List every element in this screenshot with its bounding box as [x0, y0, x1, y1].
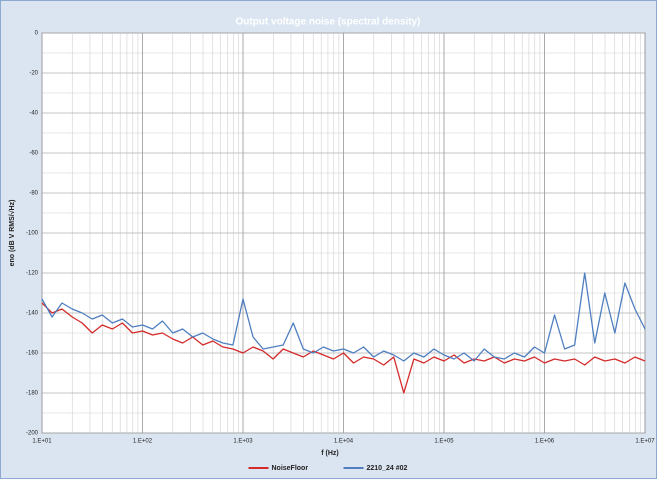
- legend-label: NoiseFloor: [272, 465, 309, 472]
- y-tick-label: -180: [26, 391, 39, 397]
- x-tick-label: 1.E+06: [535, 439, 555, 445]
- series-line: [41, 272, 646, 362]
- x-tick-label: 1.E+05: [434, 439, 454, 445]
- y-tick-label: -200: [26, 431, 39, 437]
- chart-title: Output voltage noise (spectral density): [235, 17, 420, 28]
- y-tick-label: -60: [29, 151, 38, 157]
- x-tick-label: 1.E+07: [635, 439, 655, 445]
- y-tick-label: -160: [26, 351, 39, 357]
- y-axis-label: eno (dB V RMS/√Hz): [8, 200, 16, 267]
- x-tick-label: 1.E+01: [32, 439, 52, 445]
- y-tick-label: -100: [26, 231, 39, 237]
- y-tick-label: 0: [35, 31, 39, 37]
- x-axis-label: f (Hz): [321, 450, 339, 457]
- series-line: [41, 302, 646, 394]
- y-tick-label: -20: [29, 71, 38, 77]
- y-tick-label: -120: [26, 271, 39, 277]
- x-tick-label: 1.E+02: [133, 439, 153, 445]
- x-tick-label: 1.E+04: [334, 439, 354, 445]
- x-tick-label: 1.E+03: [233, 439, 253, 445]
- y-tick-label: -40: [29, 111, 38, 117]
- y-tick-label: -140: [26, 311, 39, 317]
- y-tick-label: -80: [29, 191, 38, 197]
- legend-label: 2210_24 #02: [367, 465, 408, 472]
